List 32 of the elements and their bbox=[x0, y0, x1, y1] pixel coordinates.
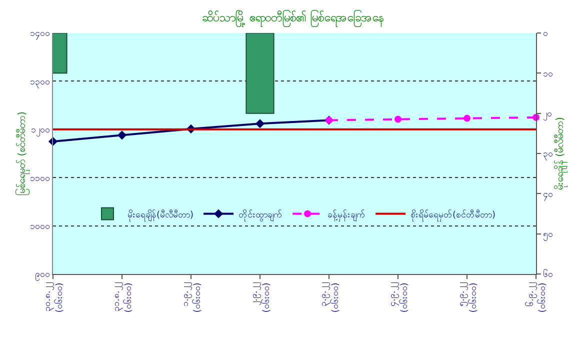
y2-tick-label: ၄၀ bbox=[542, 190, 553, 201]
y2-tick-label: ၂၀ bbox=[542, 109, 552, 120]
x-tick-label: ၃၁.၈.၂၂ (၀၆း၀၀) bbox=[112, 282, 134, 313]
x-tick-label: ၃.၉.၂၂ (၀၆း၀၀) bbox=[319, 282, 341, 313]
y-axis-title: မြစ်ရေမှတ် (စင်တီမီတာ) bbox=[14, 111, 30, 196]
point bbox=[394, 116, 402, 123]
point bbox=[117, 130, 127, 140]
y-tick-label: ၁၄၀၀ bbox=[30, 29, 50, 40]
y-tick-label: ၁၀၀၀ bbox=[30, 222, 50, 232]
legend-label: စိုးရိမ်ရေမှတ်(စင်တီမီတာ) bbox=[410, 209, 496, 222]
legend-label: တိုင်းထွာချက် bbox=[238, 209, 283, 222]
x-tick-label: ၄.၉.၂၂ (၀၆း၀၀) bbox=[388, 282, 410, 313]
x-tick-label: ၂.၉.၂၂ (၀၆း၀၀) bbox=[250, 282, 272, 313]
y2-tick-label: ၁၀ bbox=[542, 69, 553, 80]
x-tick-label: ၃၀.၈.၂၂ (၀၆း၀၀) bbox=[43, 282, 65, 313]
y2-tick-label: ၅၀ bbox=[542, 230, 553, 241]
y-tick-label: ၁၂၀၀ bbox=[31, 126, 50, 137]
y2-tick-label: ၀ bbox=[542, 29, 548, 40]
x-tick-label: ၁.၉.၂၂ (၀၆း၀၀) bbox=[181, 282, 203, 313]
point bbox=[464, 114, 470, 122]
x-tick-label: ၅.၉.၂၂ (၀၆း၀၀) bbox=[457, 282, 479, 313]
legend-label: မိုးရေချိန်(မီလီမီတာ) bbox=[128, 209, 194, 222]
y-tick-label: ၁၁၀၀ bbox=[30, 174, 50, 184]
y2-tick-label: ၃၀ bbox=[542, 150, 553, 161]
y2-axis-title: မိုးရေချိန် (မီလီမီတာ) bbox=[552, 116, 568, 190]
y2-tick-label: ၆၀ bbox=[542, 269, 553, 280]
legend-label: ခန့်မှန်းချက် bbox=[328, 209, 366, 222]
point bbox=[255, 119, 265, 128]
x-tick-label: ၆.၉.၂၂ (၀၆း၀၀) bbox=[525, 282, 548, 313]
y-tick-label: ၉၀၀ bbox=[35, 270, 50, 282]
y-tick-label: ၁၃၀၀ bbox=[30, 77, 50, 88]
chart-title: ဆိပ်သာမြို့ ဧရာဝတီမြစ်၏ မြစ်ရေအခြေအနေ bbox=[202, 8, 383, 28]
